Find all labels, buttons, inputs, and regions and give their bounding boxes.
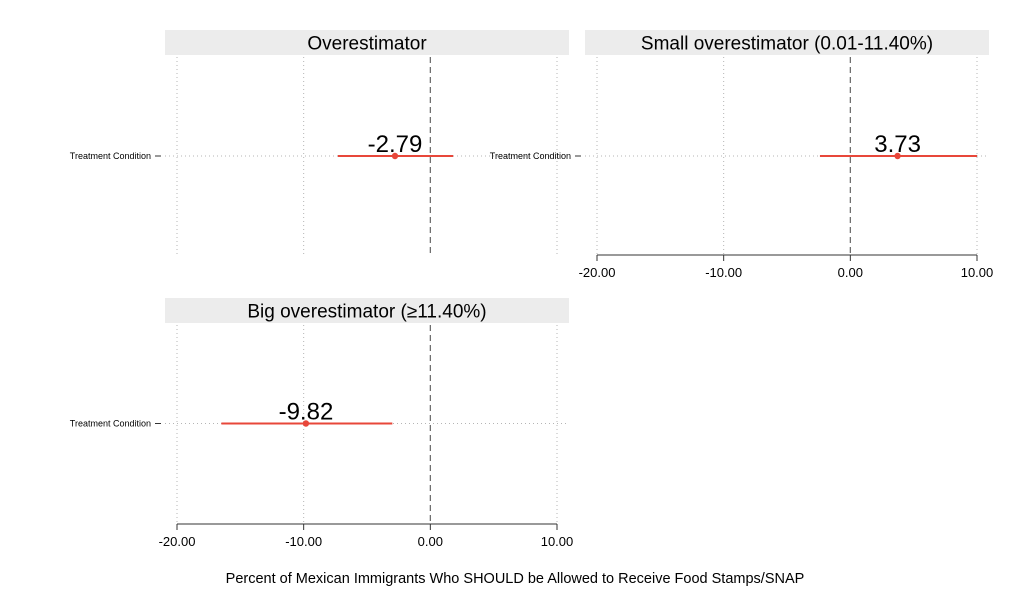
y-tick-label: Treatment Condition bbox=[70, 151, 151, 161]
facet-panel: Overestimator Treatment Condition -2.79 bbox=[70, 30, 569, 257]
facet-title: Small overestimator (0.01-11.40%) bbox=[641, 34, 933, 55]
facet-panels: Overestimator Treatment Condition -2.79 Sma… bbox=[70, 30, 993, 549]
x-tick-label: -10.00 bbox=[285, 534, 322, 549]
facet-panel: Small overestimator (0.01-11.40%) Treatme… bbox=[490, 30, 993, 280]
y-tick-label: Treatment Condition bbox=[490, 151, 571, 161]
x-tick-label: 0.00 bbox=[418, 534, 443, 549]
x-tick-label: 10.00 bbox=[541, 534, 574, 549]
facet-strip bbox=[165, 30, 569, 55]
x-axis-label: Percent of Mexican Immigrants Who SHOULD… bbox=[226, 571, 805, 587]
facet-strip bbox=[585, 30, 989, 55]
estimate-label: -9.82 bbox=[279, 399, 334, 426]
facet-title: Overestimator bbox=[307, 34, 427, 55]
facet-strip bbox=[165, 298, 569, 323]
point-estimate bbox=[302, 420, 310, 427]
facet-panel: Big overestimator (≥11.40%) Treatment Con… bbox=[70, 298, 573, 549]
estimate-label: -2.79 bbox=[368, 131, 423, 158]
y-tick-label: Treatment Condition bbox=[70, 419, 151, 429]
estimate-label: 3.73 bbox=[874, 131, 921, 158]
facet-title: Big overestimator (≥11.40%) bbox=[247, 302, 486, 323]
x-tick-label: -10.00 bbox=[705, 265, 742, 280]
x-tick-label: 0.00 bbox=[838, 265, 863, 280]
x-tick-label: 10.00 bbox=[961, 265, 994, 280]
point-estimate bbox=[894, 152, 901, 160]
x-tick-label: -20.00 bbox=[579, 265, 616, 280]
x-tick-label: -20.00 bbox=[159, 534, 196, 549]
point-estimate bbox=[391, 152, 399, 160]
